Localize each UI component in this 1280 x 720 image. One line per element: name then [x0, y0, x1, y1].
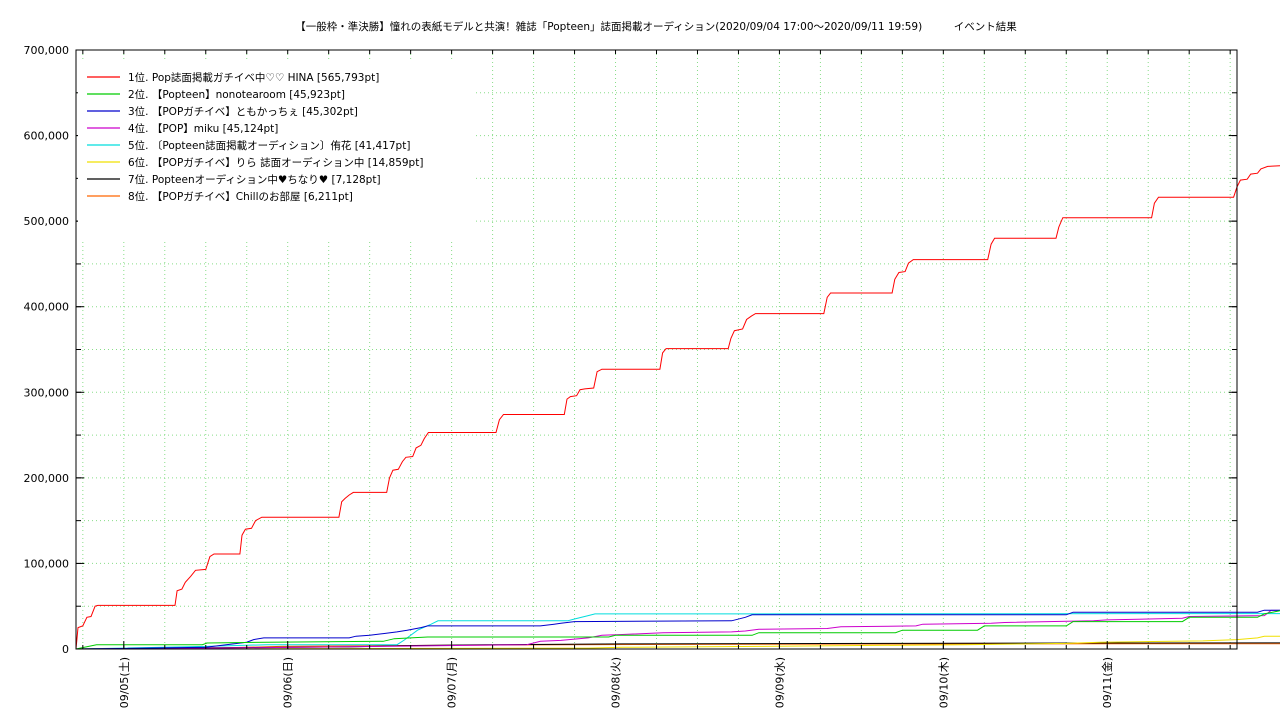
legend-label-1: 1位. Pop誌面掲載ガチイベ中♡♡ HINA [565,793pt] [128, 71, 379, 84]
y-tick-label: 0 [62, 643, 69, 656]
y-tick-label: 100,000 [24, 557, 70, 570]
legend-label-4: 4位. 【POP】miku [45,124pt] [128, 122, 278, 135]
series-line-1 [75, 165, 1280, 650]
x-tick-label: 09/06(日) [282, 657, 295, 708]
series-line-5 [75, 613, 1280, 650]
series-line-6 [75, 635, 1280, 650]
series-line-3 [75, 609, 1280, 650]
legend-label-6: 6位. 【POPガチイベ】りら 誌面オーディション中 [14,859pt] [128, 156, 423, 169]
grid-lines [76, 50, 1237, 649]
x-tick-label: 09/09(水) [773, 657, 786, 708]
y-axis: 700,000 600,000 500,000 400,000 300,000 200,0… [24, 44, 1237, 656]
x-axis: 09/05(土) 09/06(日) 09/07(月) 09/08(火) 09/09(水)… [82, 50, 1231, 708]
y-tick-label: 500,000 [24, 215, 70, 228]
series-line-2 [75, 610, 1280, 650]
y-tick-label: 300,000 [24, 386, 70, 399]
series-lines [75, 165, 1280, 650]
y-tick-label: 600,000 [24, 130, 70, 143]
legend-label-8: 8位. 【POPガチイベ】Chillのお部屋 [6,211pt] [128, 190, 353, 203]
legend-label-7: 7位. Popteenオーディション中♥ちなり♥ [7,128pt] [128, 173, 381, 186]
x-tick-label: 09/05(土) [118, 657, 131, 708]
y-tick-label: 200,000 [24, 472, 70, 485]
y-tick-label: 700,000 [24, 44, 70, 57]
x-tick-label: 09/07(月) [446, 657, 459, 708]
y-tick-label: 400,000 [24, 301, 70, 314]
legend-label-2: 2位. 【Popteen】nonotearoom [45,923pt] [128, 88, 345, 101]
legend-label-3: 3位. 【POPガチイベ】ともかっちぇ [45,302pt] [128, 105, 358, 118]
x-tick-label: 09/11(金) [1100, 657, 1114, 708]
legend: 1位. Pop誌面掲載ガチイベ中♡♡ HINA [565,793pt] 2位. 【… [78, 62, 473, 240]
x-tick-label: 09/08(火) [610, 657, 623, 708]
x-tick-label: 09/10(木) [937, 657, 950, 708]
legend-label-5: 5位. 〔Popteen誌面掲載オーディション〕侑花 [41,417pt] [128, 139, 410, 152]
legend-background [78, 62, 473, 240]
series-line-4 [75, 609, 1280, 650]
chart-title: 【一般枠・準決勝】憧れの表紙モデルと共演！雑誌「Popteen」誌面掲載オーディ… [295, 20, 1017, 33]
